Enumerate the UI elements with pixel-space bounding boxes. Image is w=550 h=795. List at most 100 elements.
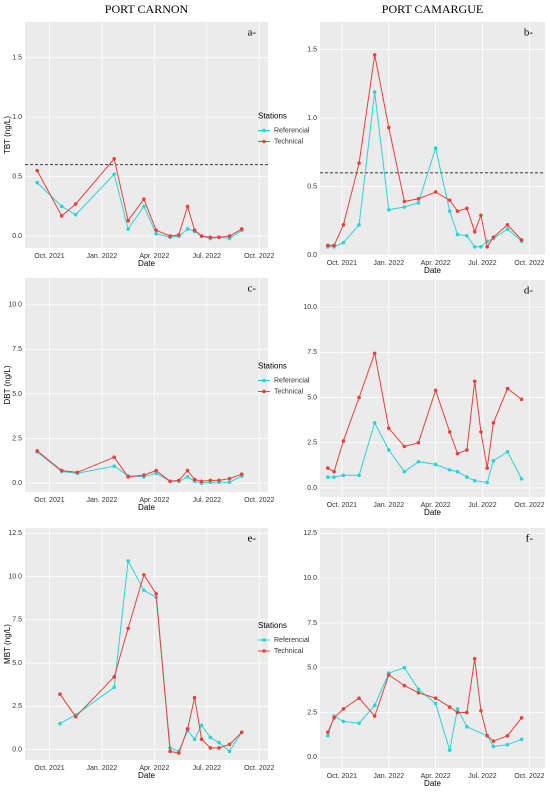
x-tick-label: Oct. 2022 [244, 497, 274, 504]
plot-background [25, 278, 268, 492]
point [35, 168, 40, 173]
point [326, 733, 330, 738]
plot-background [320, 280, 545, 497]
point [227, 234, 232, 238]
point [357, 223, 361, 227]
point [519, 397, 524, 402]
point [519, 238, 524, 242]
x-tick-label: Jul. 2022 [468, 773, 497, 780]
x-tick-label: Oct. 2021 [34, 765, 64, 772]
point [357, 721, 361, 726]
point [491, 421, 496, 425]
point [472, 478, 477, 483]
point [519, 477, 524, 481]
point [505, 742, 510, 747]
plot-background [25, 22, 268, 248]
point [455, 710, 460, 715]
legend-swatch-dot [262, 139, 266, 144]
point [433, 190, 438, 194]
x-tick-label: Oct. 2021 [34, 253, 64, 260]
panel-label: d- [524, 285, 534, 297]
x-axis-label: Date [138, 771, 155, 780]
point [192, 695, 197, 700]
point [433, 146, 438, 150]
y-tick-label: 0.0 [12, 480, 22, 487]
point [465, 725, 469, 729]
point [372, 90, 377, 94]
series-line [327, 351, 522, 473]
legend-swatch-dot [262, 389, 266, 394]
point [519, 737, 524, 742]
point [217, 740, 221, 745]
point [472, 656, 477, 661]
point [59, 204, 64, 209]
point [485, 480, 489, 485]
legend-swatch-dot [262, 378, 266, 383]
legend-label: Referencial [274, 127, 310, 134]
legend-label: Referencial [274, 377, 310, 384]
point [126, 626, 130, 631]
point [505, 227, 510, 231]
point [455, 469, 460, 474]
x-tick-label: Apr. 2022 [421, 502, 451, 509]
y-tick-label: 0.0 [307, 485, 317, 492]
point [217, 478, 221, 483]
x-tick-label: Jul. 2022 [468, 502, 497, 509]
point [357, 395, 361, 400]
x-tick-label: Jan. 2022 [87, 497, 118, 504]
x-tick-label: Jul. 2022 [468, 260, 497, 267]
point [465, 206, 469, 211]
point [142, 572, 146, 577]
y-tick-label: 12.5 [8, 530, 22, 537]
point [341, 439, 346, 443]
point [208, 746, 213, 750]
point [455, 451, 460, 456]
point [239, 227, 244, 231]
point [491, 459, 496, 463]
point [217, 235, 221, 240]
point [416, 459, 421, 464]
x-tick-label: Oct. 2022 [244, 253, 274, 260]
point [472, 244, 477, 249]
panel-label: a- [247, 27, 256, 39]
y-tick-label: 0.0 [307, 754, 317, 761]
point [416, 687, 421, 691]
y-tick-label: 2.5 [307, 440, 317, 447]
y-axis-label: DBT (ng/L) [3, 365, 12, 404]
point [177, 478, 181, 483]
point [386, 448, 391, 452]
point [386, 207, 391, 212]
point [185, 227, 190, 231]
point [326, 475, 330, 479]
point [58, 721, 62, 726]
point [154, 468, 158, 473]
x-tick-label: Oct. 2022 [514, 773, 544, 780]
legend-title: Stations [258, 362, 287, 371]
y-tick-label: 2.5 [307, 709, 317, 716]
y-tick-label: 5.0 [307, 394, 317, 401]
point [142, 204, 146, 209]
point [332, 469, 336, 474]
point [447, 198, 452, 202]
x-tick-label: Oct. 2022 [244, 765, 274, 772]
x-axis-label: Date [424, 779, 441, 788]
point [73, 212, 78, 217]
legend-label: Technical [274, 138, 304, 145]
point [126, 475, 130, 479]
point [35, 180, 40, 185]
point [199, 479, 204, 484]
point [465, 234, 469, 238]
point [199, 737, 204, 742]
point [386, 125, 391, 130]
x-tick-label: Jan. 2022 [373, 502, 404, 509]
x-tick-label: Jan. 2022 [87, 765, 118, 772]
x-tick-label: Jul. 2022 [193, 253, 222, 260]
point [217, 746, 221, 750]
y-tick-label: 0.5 [307, 183, 317, 190]
y-tick-label: 10.0 [303, 304, 317, 311]
point [386, 426, 391, 431]
column-title: PORT CAMARGUE [382, 2, 483, 16]
x-tick-label: Oct. 2021 [327, 502, 357, 509]
point [479, 708, 483, 713]
